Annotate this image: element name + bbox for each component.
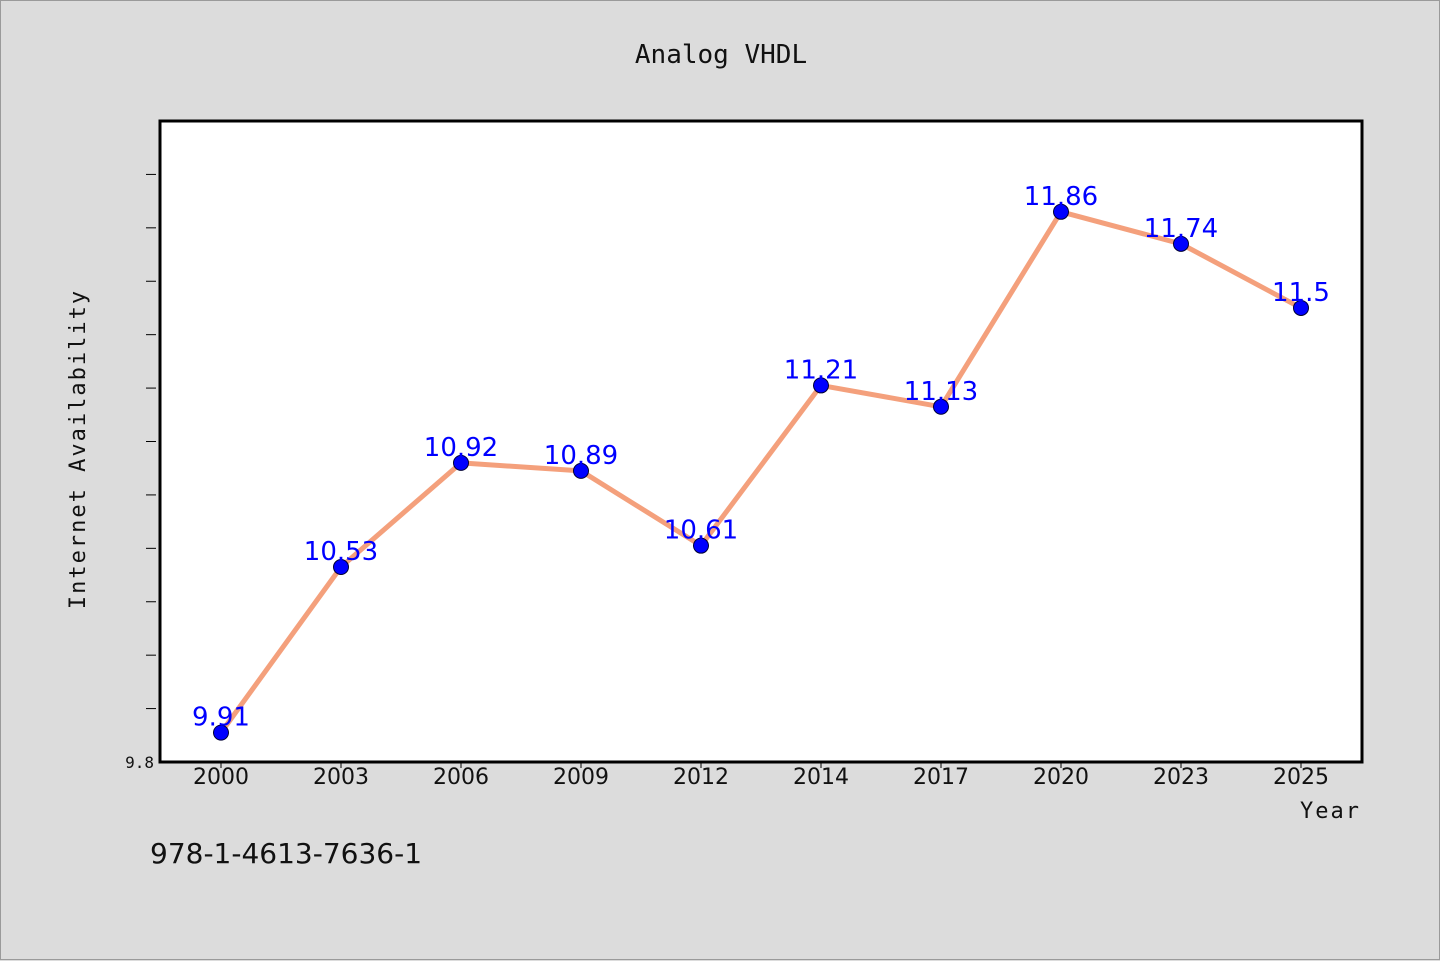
data-point bbox=[1293, 299, 1309, 316]
x-axis: 2000 2003 2006 2009 2012 2014 2017 2020 2023 2025 bbox=[193, 762, 1329, 790]
data-point bbox=[933, 398, 949, 415]
y-axis-title: Internet Availability bbox=[66, 289, 91, 609]
data-label: 10.61 bbox=[664, 516, 738, 546]
data-point bbox=[213, 724, 229, 741]
x-tick-label: 2012 bbox=[673, 765, 729, 790]
x-tick-label: 2023 bbox=[1153, 765, 1209, 790]
data-label: 11.13 bbox=[904, 377, 978, 407]
x-tick-label: 2003 bbox=[313, 765, 369, 790]
data-point bbox=[333, 559, 349, 576]
plot-area bbox=[158, 119, 1364, 764]
footer-code: 978-1-4613-7636-1 bbox=[150, 837, 422, 870]
data-point bbox=[693, 537, 709, 554]
series-line bbox=[218, 209, 1304, 736]
y-axis: 9.8 bbox=[125, 173, 156, 772]
data-label: 11.74 bbox=[1144, 214, 1218, 244]
chart-title: Analog VHDL bbox=[635, 40, 807, 70]
series-layer: 9.91 10.53 10.92 10.89 10.61 11.21 11.13 11.86 1… bbox=[192, 182, 1330, 741]
x-tick-label: 2000 bbox=[193, 765, 249, 790]
x-tick-label: 2014 bbox=[793, 765, 849, 790]
x-tick-label: 2017 bbox=[913, 765, 969, 790]
data-point bbox=[813, 377, 829, 394]
y-tick-label: 9.8 bbox=[125, 753, 154, 772]
data-label: 10.53 bbox=[304, 537, 378, 567]
data-label: 10.92 bbox=[424, 433, 498, 463]
data-label: 11.21 bbox=[784, 355, 858, 385]
data-point bbox=[453, 454, 469, 471]
data-label: 11.5 bbox=[1272, 278, 1330, 308]
data-label: 9.91 bbox=[192, 703, 250, 733]
data-label: 10.89 bbox=[544, 441, 618, 471]
data-point bbox=[573, 462, 589, 479]
data-point bbox=[1053, 203, 1069, 220]
x-tick-label: 2006 bbox=[433, 765, 489, 790]
x-axis-title: Year bbox=[1300, 799, 1361, 824]
data-point bbox=[1173, 235, 1189, 252]
x-tick-label: 2020 bbox=[1033, 765, 1089, 790]
data-label: 11.86 bbox=[1024, 182, 1098, 212]
x-tick-label: 2025 bbox=[1273, 765, 1329, 790]
x-tick-label: 2009 bbox=[553, 765, 609, 790]
